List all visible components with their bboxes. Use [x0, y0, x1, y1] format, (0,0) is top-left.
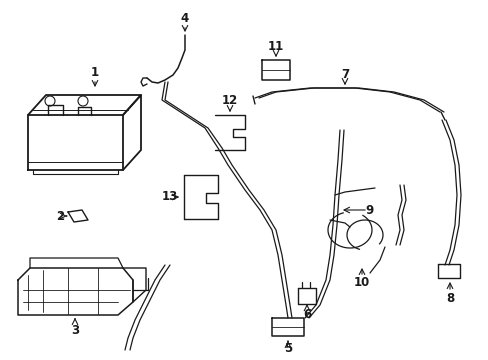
Text: 5: 5: [284, 342, 291, 355]
Text: 11: 11: [267, 40, 284, 53]
Text: 8: 8: [445, 292, 453, 305]
Text: 7: 7: [340, 68, 348, 81]
Text: 3: 3: [71, 324, 79, 337]
Text: 6: 6: [302, 307, 310, 320]
Text: 2: 2: [56, 210, 64, 222]
Text: 4: 4: [181, 12, 189, 24]
Text: 10: 10: [353, 276, 369, 289]
Text: 9: 9: [365, 203, 373, 216]
Text: 1: 1: [91, 66, 99, 78]
Text: 12: 12: [222, 94, 238, 108]
Text: 13: 13: [162, 190, 178, 203]
